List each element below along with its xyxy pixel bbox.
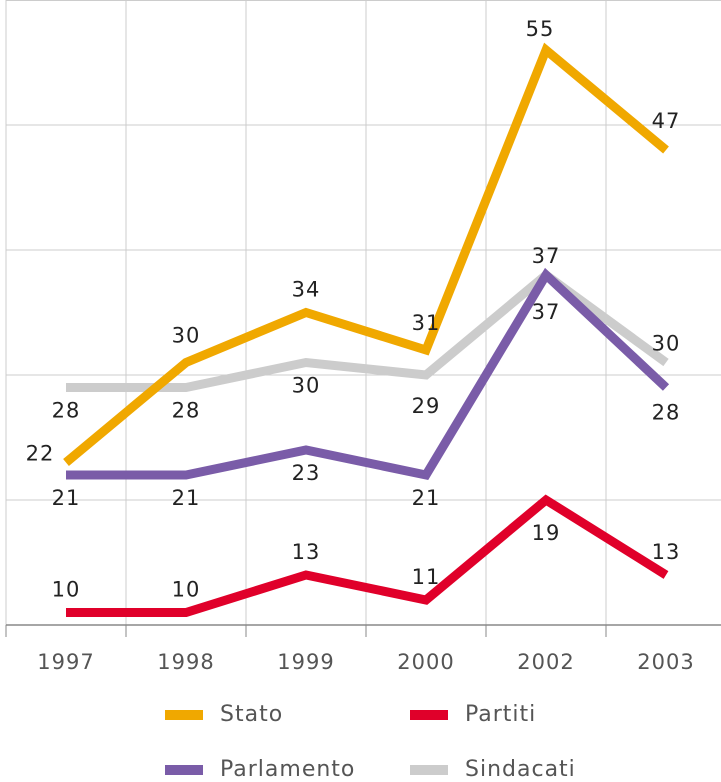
- data-label: 13: [652, 540, 681, 564]
- legend-label: Stato: [220, 702, 283, 727]
- series-line: [66, 494, 669, 617]
- data-label: 21: [52, 486, 81, 510]
- data-label: 47: [652, 109, 681, 133]
- data-label: 55: [526, 17, 555, 41]
- data-label: 37: [532, 244, 561, 268]
- legend-swatch: [410, 710, 448, 720]
- data-label: 29: [412, 394, 441, 418]
- legend-swatch: [165, 765, 203, 775]
- data-label: 28: [172, 399, 201, 423]
- series-line: [63, 42, 669, 466]
- data-label: 23: [292, 461, 321, 485]
- data-label: 30: [652, 332, 681, 356]
- data-label: 10: [172, 578, 201, 602]
- data-label: 21: [172, 486, 201, 510]
- x-tick-label: 2000: [397, 650, 454, 674]
- data-label: 30: [172, 324, 201, 348]
- x-tick-label: 1999: [277, 650, 334, 674]
- data-label: 28: [52, 399, 81, 423]
- data-label: 30: [292, 374, 321, 398]
- data-label: 11: [412, 565, 441, 589]
- legend-swatch: [165, 710, 203, 720]
- data-label: 21: [412, 486, 441, 510]
- data-label: 34: [292, 278, 321, 302]
- data-label: 28: [652, 401, 681, 425]
- x-tick-label: 1998: [157, 650, 214, 674]
- legend-swatch: [410, 765, 448, 775]
- data-label: 31: [412, 311, 441, 335]
- legend-label: Sindacati: [465, 757, 576, 782]
- data-label: 19: [532, 521, 561, 545]
- legend-label: Parlamento: [220, 757, 355, 782]
- x-tick-label: 2003: [637, 650, 694, 674]
- x-tick-label: 2002: [517, 650, 574, 674]
- legend-label: Partiti: [465, 702, 536, 727]
- data-label: 37: [532, 300, 561, 324]
- data-label: 22: [26, 442, 55, 466]
- data-label: 10: [52, 578, 81, 602]
- x-tick-label: 1997: [37, 650, 94, 674]
- data-label: 13: [292, 540, 321, 564]
- series-line: [66, 267, 670, 481]
